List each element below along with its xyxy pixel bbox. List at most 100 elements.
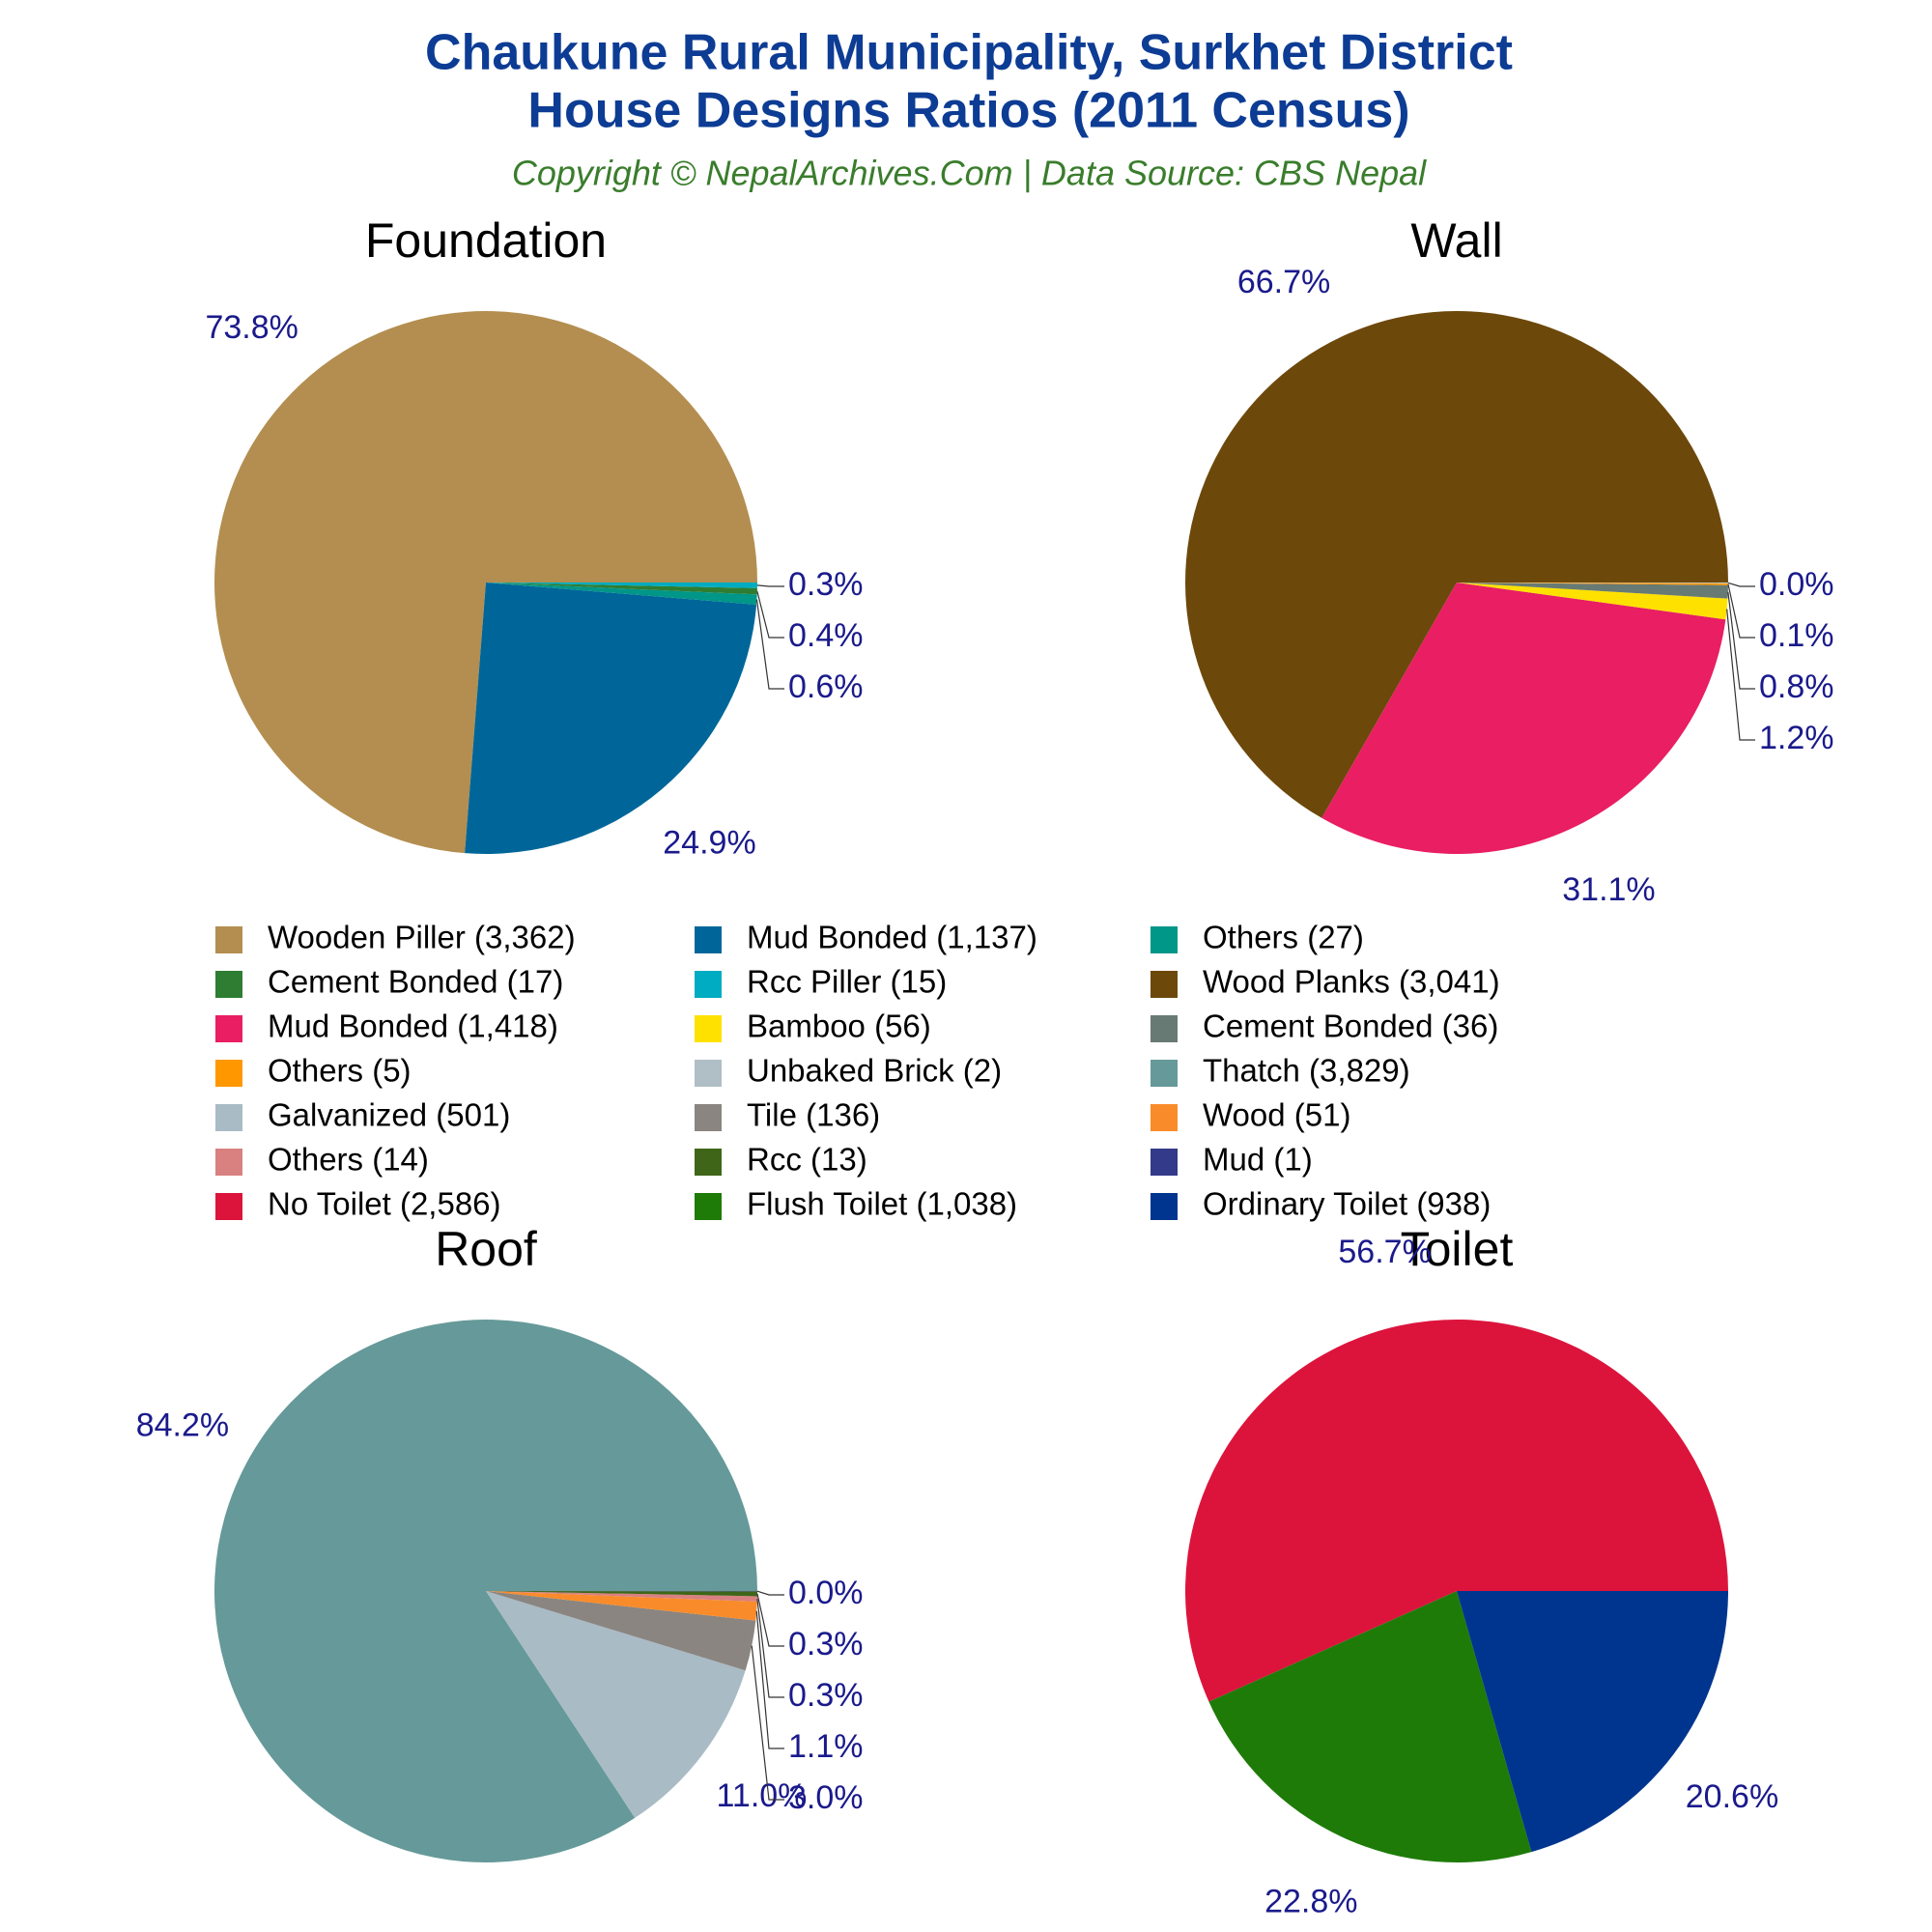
- percent-label: 0.3%: [788, 1677, 864, 1714]
- pie-slice: [1184, 311, 1728, 818]
- legend-label: Others (14): [268, 1142, 429, 1178]
- legend-label: Galvanized (501): [268, 1097, 510, 1133]
- pie-slice: [486, 1591, 746, 1818]
- pie-slice: [1185, 1320, 1728, 1702]
- pie-slice: [486, 582, 757, 595]
- legend-label: Cement Bonded (36): [1203, 1009, 1498, 1044]
- leader-line: [756, 1590, 784, 1596]
- percent-label: 0.6%: [788, 668, 864, 705]
- leader-line: [756, 590, 784, 639]
- legend-label: Rcc Piller (15): [747, 964, 947, 1000]
- legend-label: Others (27): [1203, 920, 1364, 955]
- legend-swatch: [695, 1193, 722, 1220]
- legend-swatch: [215, 1193, 242, 1220]
- percent-label: 0.8%: [1759, 668, 1834, 705]
- legend-swatch: [695, 1149, 722, 1176]
- leader-line: [756, 1599, 784, 1698]
- pie-slice: [1208, 1591, 1532, 1862]
- percent-label: 84.2%: [136, 1406, 229, 1443]
- legend-label: Thatch (3,829): [1203, 1053, 1410, 1089]
- pie-slice: [214, 310, 757, 854]
- legend-label: Wood Planks (3,041): [1203, 964, 1500, 1000]
- legend-label: Tile (136): [747, 1097, 880, 1133]
- percent-label: 73.8%: [205, 309, 298, 346]
- leader-line: [1727, 583, 1755, 639]
- percent-label: 24.9%: [663, 825, 755, 862]
- percent-label: 1.2%: [1759, 720, 1834, 756]
- percent-label: 0.0%: [788, 1575, 864, 1611]
- legend-swatch: [215, 1149, 242, 1176]
- leader-line: [756, 584, 784, 587]
- legend-swatch: [695, 1104, 722, 1131]
- legend-swatch: [215, 926, 242, 953]
- pie-slice: [1457, 1591, 1728, 1853]
- legend-label: Others (5): [268, 1053, 412, 1089]
- legend-label: Mud Bonded (1,137): [747, 920, 1037, 955]
- legend-label: Mud Bonded (1,418): [268, 1009, 558, 1044]
- percent-label: 0.3%: [788, 1626, 864, 1662]
- legend-swatch: [215, 971, 242, 998]
- percent-label: 22.8%: [1264, 1883, 1357, 1919]
- pie-title: Toilet: [1401, 1222, 1514, 1276]
- pie-title: Foundation: [365, 213, 607, 268]
- percent-label: 0.3%: [788, 566, 864, 603]
- legend-label: No Toilet (2,586): [268, 1186, 501, 1222]
- legend-swatch: [695, 1015, 722, 1042]
- legend-swatch: [1151, 1193, 1178, 1220]
- pie-slice: [1321, 582, 1726, 854]
- legend-swatch: [1151, 1060, 1178, 1087]
- percent-label: 1.1%: [788, 1728, 864, 1765]
- percent-label: 3.0%: [788, 1779, 864, 1816]
- pie-slice: [1457, 582, 1728, 620]
- pie-slice: [486, 1591, 757, 1621]
- legend-swatch: [1151, 1015, 1178, 1042]
- legend-swatch: [695, 1060, 722, 1087]
- percent-label: 0.4%: [788, 617, 864, 654]
- legend-label: Unbaked Brick (2): [747, 1053, 1002, 1089]
- legend-label: Mud (1): [1203, 1142, 1313, 1178]
- leader-line: [1727, 591, 1755, 690]
- pie-slice: [486, 1591, 756, 1671]
- legend-swatch: [1151, 971, 1178, 998]
- legend-label: Cement Bonded (17): [268, 964, 563, 1000]
- pie-title: Roof: [435, 1222, 537, 1276]
- leader-line: [1726, 609, 1755, 741]
- pie-slice: [1457, 582, 1728, 585]
- chart-subtitle: Copyright © NepalArchives.Com | Data Sou…: [512, 154, 1427, 193]
- pie-slice: [486, 582, 757, 588]
- percent-label: 20.6%: [1686, 1778, 1778, 1815]
- legend-label: Wooden Piller (3,362): [268, 920, 576, 955]
- pie-slice: [1457, 582, 1728, 599]
- pie-slice: [486, 582, 757, 605]
- leader-line: [755, 599, 784, 690]
- legend-label: Rcc (13): [747, 1142, 867, 1178]
- leader-line: [756, 1593, 784, 1647]
- legend-label: Wood (51): [1203, 1097, 1350, 1133]
- legend-swatch: [215, 1015, 242, 1042]
- legend-swatch: [1151, 1149, 1178, 1176]
- percent-label: 56.7%: [1338, 1234, 1431, 1270]
- legend-swatch: [1151, 1104, 1178, 1131]
- legend-label: Ordinary Toilet (938): [1203, 1186, 1491, 1222]
- leader-line: [751, 1645, 784, 1801]
- pie-slice: [1457, 582, 1728, 583]
- chart-title: Chaukune Rural Municipality, Surkhet Dis…: [425, 25, 1513, 81]
- leader-line: [755, 1610, 784, 1749]
- legend-swatch: [215, 1060, 242, 1087]
- legend-swatch: [1151, 926, 1178, 953]
- percent-label: 31.1%: [1562, 871, 1655, 908]
- legend-label: Flush Toilet (1,038): [747, 1186, 1017, 1222]
- legend-swatch: [215, 1104, 242, 1131]
- pie-slice: [465, 582, 757, 854]
- percent-label: 11.0%: [717, 1777, 808, 1814]
- percent-label: 66.7%: [1237, 264, 1330, 300]
- pie-slice: [486, 1591, 757, 1597]
- pie-title: Wall: [1410, 213, 1502, 268]
- percent-label: 0.1%: [1759, 617, 1834, 654]
- legend-swatch: [695, 971, 722, 998]
- chart-title: House Designs Ratios (2011 Census): [527, 83, 1409, 139]
- legend-label: Bamboo (56): [747, 1009, 931, 1044]
- pie-slice: [486, 1591, 757, 1602]
- percent-label: 0.0%: [1759, 566, 1834, 603]
